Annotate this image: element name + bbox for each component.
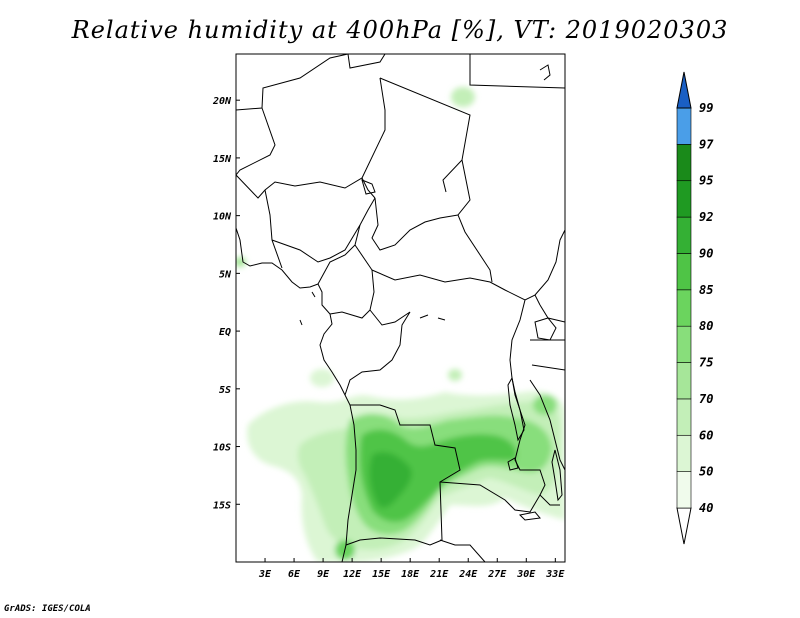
colorbar-band-85	[676, 253, 692, 291]
colorbar-band-60	[676, 398, 692, 436]
x-tick-label-27E: 27E	[487, 569, 507, 580]
x-tick-label-21E: 21E	[429, 569, 449, 580]
colorbar-label-97: 97	[699, 137, 714, 151]
x-tick-label-30E: 30E	[516, 569, 536, 580]
border-east-1	[534, 229, 565, 296]
x-axis: 3E 6E 9E 12E 15E 18E 21E 24E 27E 30E 33E	[258, 558, 565, 580]
x-tick-label-15E: 15E	[372, 569, 391, 580]
lake-tanganyika	[507, 376, 525, 442]
border-algeria-niger	[361, 77, 386, 179]
x-tick-label-18E: 18E	[401, 569, 420, 580]
y-axis: 20N 15N 10N 5N EQ 5S 10S 15S	[212, 96, 240, 511]
y-tick-label-15N: 15N	[213, 154, 232, 165]
border-nigeria	[264, 189, 376, 269]
lake-mweru	[507, 457, 519, 471]
x-tick-label-9E: 9E	[317, 569, 330, 580]
rh-patch-coast	[310, 369, 334, 387]
colorbar-band-97	[676, 107, 692, 145]
y-tick-label-15S: 15S	[213, 500, 231, 511]
colorbar-label-85: 85	[699, 283, 713, 297]
x-tick-label-6E: 6E	[288, 569, 301, 580]
y-tick-label-10S: 10S	[213, 443, 231, 454]
rh-patch-north	[451, 87, 475, 107]
lake-chad	[361, 179, 376, 195]
colorbar-band-92	[676, 180, 692, 218]
border-north-1	[236, 54, 349, 111]
border-drc-congo	[344, 309, 411, 396]
border-drc-east	[509, 299, 546, 496]
border-chad-sudan	[457, 159, 493, 283]
colorbar-band-40	[676, 471, 692, 509]
border-cameroon	[317, 224, 375, 319]
border-car	[371, 269, 541, 306]
map-frame	[235, 53, 566, 563]
colorbar-label-75: 75	[699, 356, 713, 370]
north-east-coast	[539, 64, 551, 81]
border-tanzania	[529, 379, 565, 471]
x-tick-label-3E: 3E	[258, 569, 272, 580]
country-borders	[236, 54, 565, 562]
coastline-west-africa	[236, 227, 357, 562]
colorbar-label-80: 80	[699, 319, 713, 333]
gabon-islands	[299, 291, 446, 326]
colorbar-label-90: 90	[699, 246, 713, 260]
y-tick-label-EQ: EQ	[219, 327, 231, 338]
lake-kariba	[518, 511, 541, 521]
y-tick-label-10N: 10N	[213, 212, 232, 223]
rh-region-90	[369, 452, 412, 508]
x-tick-label-12E: 12E	[343, 569, 362, 580]
border-sahel-1	[236, 174, 376, 199]
border-zimbabwe	[439, 539, 486, 562]
colorbar-label-92: 92	[699, 210, 713, 224]
border-north-3	[236, 107, 276, 176]
colorbar-label-99: 99	[699, 101, 713, 115]
colorbar-band-50	[676, 434, 692, 472]
colorbar-label-40: 40	[699, 501, 713, 515]
y-tick-label-5N: 5N	[219, 269, 232, 280]
rh-patch-east	[533, 395, 557, 415]
colorbar-band-80	[676, 289, 692, 327]
border-egypt-sudan	[469, 54, 565, 89]
border-chad-west	[371, 197, 459, 251]
colorbar-label-95: 95	[699, 174, 713, 188]
colorbar-label-60: 60	[699, 428, 713, 442]
colorbar: 40 50 60 70 75 80 85 90 92 95 97 99	[676, 71, 714, 545]
colorbar-label-70: 70	[699, 392, 713, 406]
y-tick-label-20N: 20N	[212, 96, 232, 107]
y-tick-label-5S: 5S	[219, 385, 231, 396]
border-east-4	[531, 364, 565, 371]
border-angola	[345, 404, 461, 546]
lake-malawi	[551, 449, 563, 502]
colorbar-label-50: 50	[699, 465, 713, 479]
colorbar-band-70	[676, 362, 692, 400]
lake-victoria	[534, 317, 557, 341]
colorbar-below-triangle	[676, 507, 692, 545]
map-title: Relative humidity at 400hPa [%], VT: 201…	[71, 16, 729, 44]
x-tick-label-33E: 33E	[545, 569, 565, 580]
rh-patch-center	[448, 369, 462, 381]
colorbar-band-90	[676, 216, 692, 254]
colorbar-above-triangle	[676, 71, 692, 109]
rh-region-85	[360, 429, 517, 522]
border-zambia	[439, 481, 560, 513]
humidity-shading	[236, 87, 565, 562]
border-north-2	[347, 54, 386, 69]
rh-patch-west	[236, 257, 246, 267]
footer-credit: GrADS: IGES/COLA	[4, 604, 91, 614]
colorbar-band-95	[676, 144, 692, 182]
colorbar-band-75	[676, 325, 692, 363]
x-tick-label-24E: 24E	[458, 569, 478, 580]
